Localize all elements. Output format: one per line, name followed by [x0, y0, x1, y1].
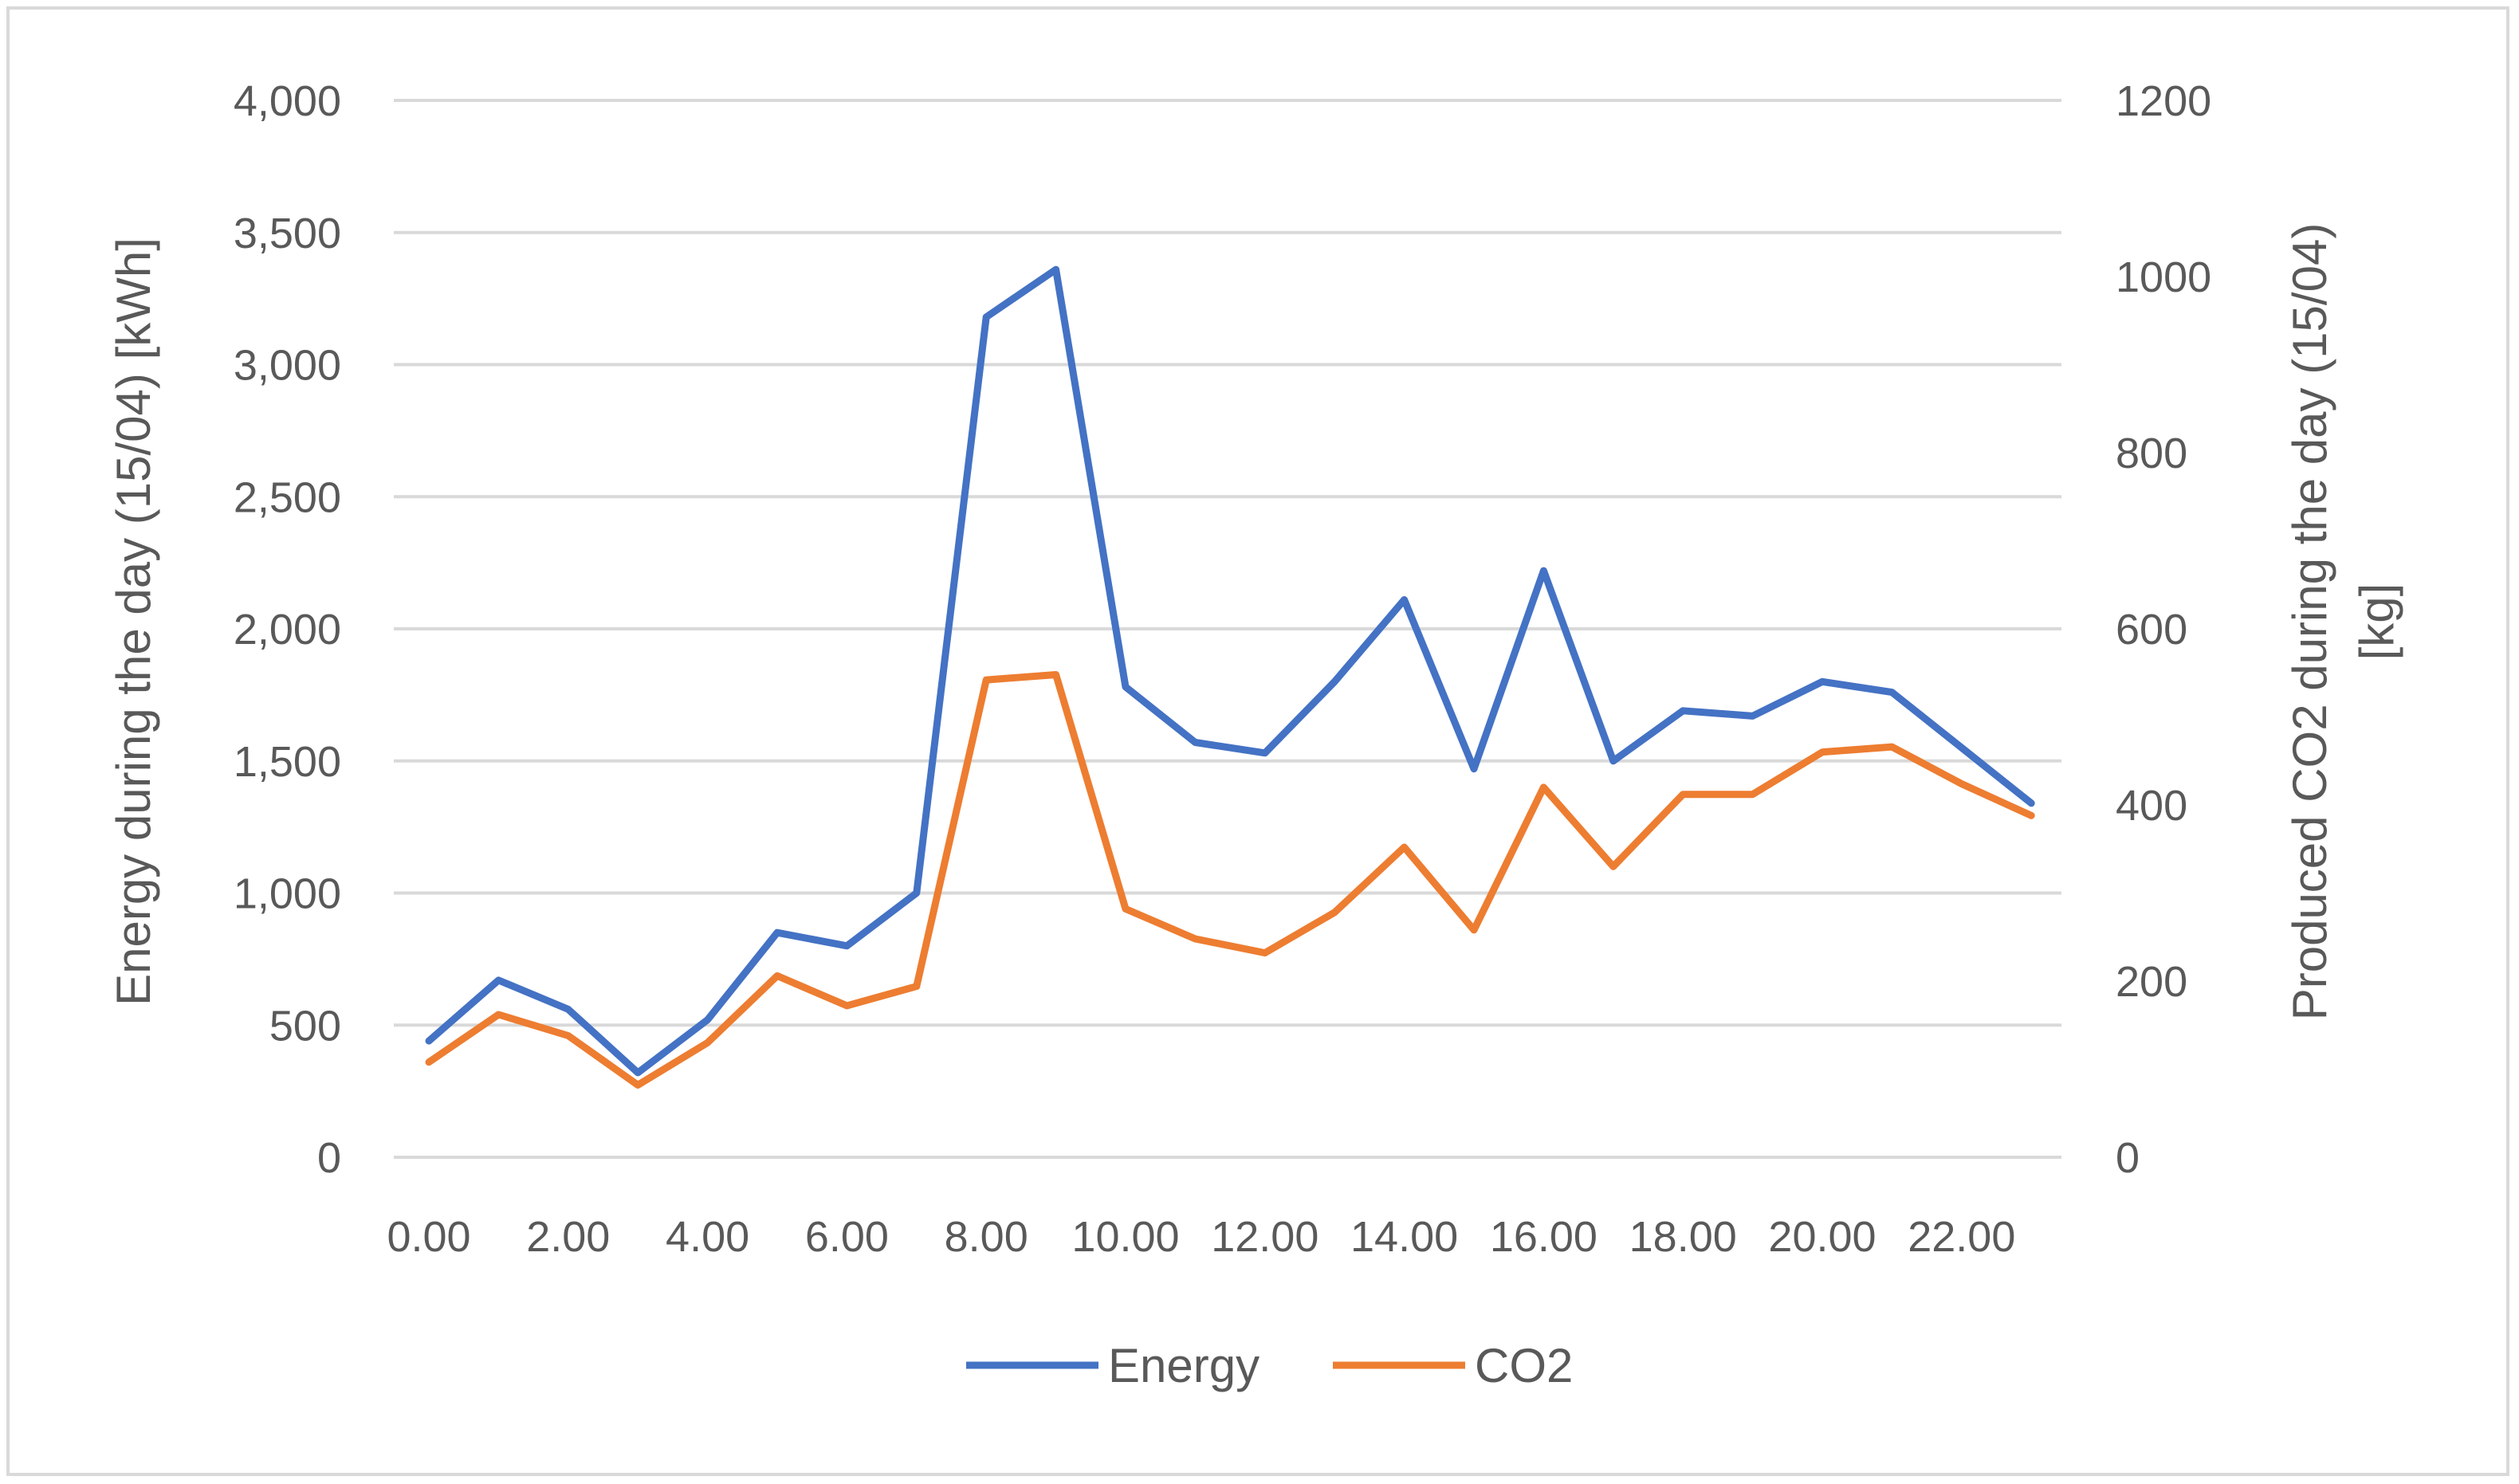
left-y-tick-label: 2,500: [234, 473, 341, 521]
right-y-tick-label: 0: [2116, 1134, 2140, 1182]
left-y-axis-ticks: 0 500 1,000 1,500 2,000 2,500 3,000 3,500 4,000: [234, 77, 341, 1182]
x-tick-label: 20.00: [1768, 1213, 1876, 1261]
left-y-tick-label: 1,000: [234, 870, 341, 918]
legend: Energy CO2: [966, 1339, 1573, 1392]
left-y-tick-label: 3,000: [234, 342, 341, 390]
left-y-tick-label: 3,500: [234, 210, 341, 257]
left-y-axis-title: Energy during the day (15/04) [kWh]: [107, 238, 160, 1006]
x-tick-label: 18.00: [1629, 1213, 1737, 1261]
legend-label-co2: CO2: [1475, 1339, 1573, 1392]
right-y-tick-label: 200: [2116, 958, 2187, 1006]
chart-frame: [6, 6, 2509, 1476]
right-y-axis-title-line-1: Produced CO2 during the day (15/04): [2283, 223, 2336, 1021]
right-y-axis-ticks: 0 200 400 600 800 1000 1200: [2116, 77, 2211, 1182]
left-y-tick-label: 0: [317, 1134, 341, 1182]
legend-label-energy: Energy: [1108, 1339, 1260, 1392]
right-y-tick-label: 1200: [2116, 77, 2211, 125]
left-y-tick-label: 500: [269, 1002, 341, 1050]
right-y-tick-label: 800: [2116, 430, 2187, 477]
x-axis-ticks: 0.00 2.00 4.00 6.00 8.00 10.00 12.00 14.00 16.00…: [387, 1213, 2015, 1261]
series-lines: [425, 265, 2035, 1089]
x-tick-label: 10.00: [1071, 1213, 1179, 1261]
x-tick-label: 14.00: [1350, 1213, 1458, 1261]
right-y-tick-label: 400: [2116, 782, 2187, 830]
right-y-tick-label: 600: [2116, 606, 2187, 654]
x-tick-label: 4.00: [666, 1213, 749, 1261]
x-tick-label: 0.00: [387, 1213, 470, 1261]
series-line-co2: [425, 671, 2035, 1089]
x-tick-label: 16.00: [1490, 1213, 1597, 1261]
gridlines: [394, 99, 2061, 1159]
x-tick-label: 22.00: [1908, 1213, 2015, 1261]
x-tick-label: 2.00: [526, 1213, 610, 1261]
x-tick-label: 8.00: [945, 1213, 1028, 1261]
left-y-tick-label: 1,500: [234, 738, 341, 786]
left-y-tick-label: 2,000: [234, 606, 341, 654]
series-line-energy: [425, 265, 2035, 1077]
left-y-tick-label: 4,000: [234, 77, 341, 125]
right-y-axis-title-line-2: [kg]: [2350, 583, 2403, 661]
x-tick-label: 12.00: [1211, 1213, 1318, 1261]
right-y-tick-label: 1000: [2116, 253, 2211, 301]
x-tick-label: 6.00: [805, 1213, 889, 1261]
